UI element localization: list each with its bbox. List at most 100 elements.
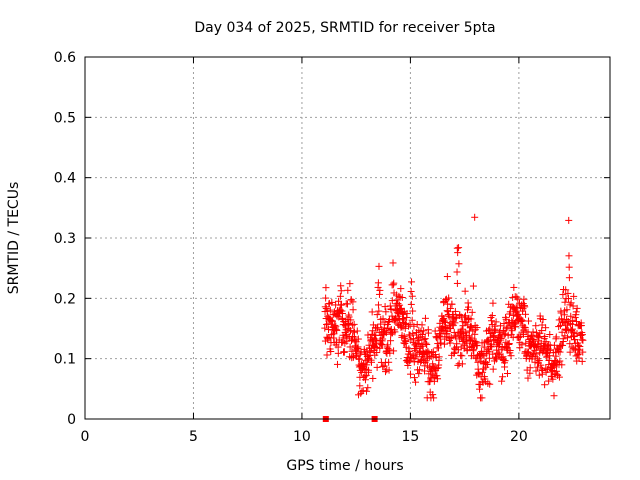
data-point — [347, 316, 355, 324]
data-point — [373, 311, 381, 319]
data-point — [337, 287, 345, 295]
data-point — [552, 352, 560, 360]
data-point — [558, 361, 566, 369]
data-point — [541, 332, 549, 340]
data-point — [443, 273, 451, 281]
data-point — [363, 361, 371, 369]
data-point — [473, 341, 481, 349]
data-point — [550, 392, 558, 400]
data-point — [407, 300, 415, 308]
data-point — [390, 347, 398, 355]
x-tick-label: 20 — [510, 429, 528, 445]
data-point — [498, 377, 506, 385]
data-point — [408, 316, 416, 324]
data-point — [381, 303, 389, 311]
data-point — [388, 297, 396, 305]
y-tick-label: 0.2 — [54, 291, 76, 307]
data-point — [397, 285, 405, 293]
y-axis-title: SRMTID / TECUs — [6, 182, 22, 295]
y-tick-label: 0.5 — [54, 110, 76, 126]
data-point — [492, 318, 500, 326]
data-point — [374, 301, 382, 309]
data-point — [398, 293, 406, 301]
data-point — [454, 249, 462, 257]
data-point — [507, 352, 515, 360]
data-point — [349, 332, 357, 340]
data-point — [420, 336, 428, 344]
data-point — [422, 339, 430, 347]
data-point — [461, 287, 469, 295]
data-point — [499, 373, 507, 381]
y-tick-label: 0 — [67, 412, 76, 428]
data-point — [556, 357, 564, 365]
data-point — [386, 349, 394, 357]
data-point — [418, 321, 426, 329]
data-point — [321, 303, 329, 311]
data-points — [321, 213, 587, 422]
y-tick-label: 0.4 — [54, 171, 76, 187]
data-point — [532, 350, 540, 358]
data-point — [347, 296, 355, 304]
data-point — [491, 327, 499, 335]
data-point — [412, 378, 420, 386]
data-point — [474, 358, 482, 366]
data-point — [354, 343, 362, 351]
data-point — [349, 298, 357, 306]
data-point — [434, 375, 442, 383]
data-point — [578, 357, 586, 365]
data-point — [565, 252, 573, 260]
data-point — [535, 333, 543, 341]
y-tick-label: 0.6 — [54, 50, 76, 66]
data-point — [385, 358, 393, 366]
data-point — [486, 380, 494, 388]
data-point — [469, 282, 477, 290]
data-point — [577, 322, 585, 330]
data-point — [473, 324, 481, 332]
data-point — [368, 358, 376, 366]
data-point — [503, 369, 511, 377]
data-point — [338, 314, 346, 322]
data-point — [355, 355, 363, 363]
data-point — [346, 280, 354, 288]
data-point — [334, 343, 342, 351]
data-point — [424, 329, 432, 337]
data-point — [345, 313, 353, 321]
data-point — [350, 320, 358, 328]
data-point — [373, 363, 381, 371]
data-point — [406, 321, 414, 329]
data-point — [406, 370, 414, 378]
data-point — [569, 302, 577, 310]
data-point — [451, 319, 459, 327]
data-point — [546, 330, 554, 338]
data-point — [458, 325, 466, 333]
data-point — [445, 294, 453, 302]
data-point — [517, 316, 525, 324]
data-point — [421, 314, 429, 322]
data-point — [556, 348, 564, 356]
data-point — [379, 335, 387, 343]
data-point — [485, 348, 493, 356]
data-point — [571, 314, 579, 322]
data-point — [471, 213, 479, 221]
data-point — [565, 216, 573, 224]
data-point — [532, 367, 540, 375]
data-point — [453, 279, 461, 287]
data-point — [346, 327, 354, 335]
data-point — [355, 355, 363, 363]
data-point — [430, 394, 438, 402]
data-point — [488, 312, 496, 320]
data-point — [448, 300, 456, 308]
data-point — [545, 377, 553, 385]
data-point — [554, 347, 562, 355]
data-point — [375, 307, 383, 315]
data-point — [573, 330, 581, 338]
data-point — [569, 325, 577, 333]
data-point — [407, 287, 415, 295]
data-point — [501, 363, 509, 371]
plot-frame — [84, 56, 611, 420]
data-point — [513, 303, 521, 311]
data-point — [558, 328, 566, 336]
data-point — [421, 358, 429, 366]
data-point — [326, 306, 334, 314]
